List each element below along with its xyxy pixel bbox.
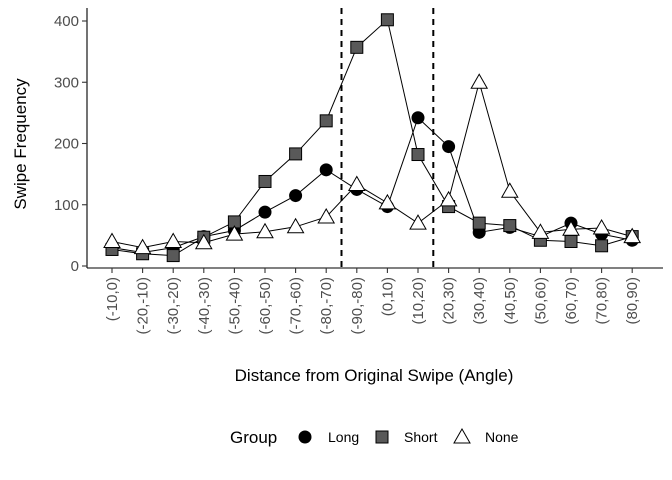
x-tick-label: (10,20) [410, 277, 427, 325]
series-line-none [111, 80, 633, 249]
x-tick-label: (-60,-50) [257, 277, 274, 335]
data-point-none [133, 238, 152, 255]
legend-label-none: None [485, 429, 519, 445]
data-point-long [411, 111, 425, 125]
y-tick-label: 100 [54, 197, 79, 214]
x-tick-label: (30,40) [471, 277, 488, 325]
data-point-none [317, 207, 336, 224]
data-point-none [225, 225, 244, 241]
data-point-short [503, 219, 517, 233]
data-point-none [409, 214, 427, 230]
x-tick-label: (-20,-10) [135, 277, 152, 335]
data-point-short [564, 235, 578, 248]
legend-title: Group [230, 428, 277, 447]
x-tick-label: (50,60) [532, 277, 549, 325]
legend-key-long [298, 430, 312, 444]
legend-label-long: Long [328, 429, 359, 445]
data-point-short [289, 147, 303, 161]
x-tick-label: (0,10) [379, 277, 396, 316]
data-point-none [194, 233, 213, 250]
data-point-long [442, 140, 456, 154]
legend: Group Long Short None [230, 427, 519, 447]
legend-label-short: Short [404, 429, 438, 445]
data-point-long [319, 163, 333, 177]
data-point-none [286, 217, 305, 234]
x-tick-label: (60,70) [563, 277, 580, 325]
x-tick-label: (-30,-20) [165, 277, 182, 335]
y-tick-label: 0 [71, 258, 79, 275]
data-point-none [500, 182, 519, 198]
x-tick-label: (40,50) [502, 277, 519, 325]
data-point-none [623, 227, 642, 244]
x-tick-label: (20,30) [441, 277, 458, 325]
data-point-none [439, 190, 458, 207]
data-point-short [595, 239, 609, 253]
data-point-short [350, 40, 364, 54]
x-tick-label: (-90,-80) [349, 277, 366, 335]
data-point-none [562, 220, 580, 236]
x-tick-label: (-10,0) [104, 277, 121, 321]
series-line-short [111, 18, 633, 257]
x-tick-label: (70,80) [594, 277, 611, 325]
data-point-none [256, 222, 274, 239]
x-tick-label: (-70,-60) [288, 277, 305, 335]
data-point-none [378, 193, 397, 210]
data-point-short [380, 13, 394, 27]
data-point-none [531, 223, 550, 239]
data-point-short [166, 249, 180, 263]
legend-key-short [375, 430, 389, 444]
x-tick-label: (-80,-70) [318, 277, 335, 335]
data-point-short [472, 216, 486, 230]
data-point-none [164, 232, 183, 248]
x-tick-label: (-40,-30) [196, 277, 213, 335]
data-point-long [289, 189, 303, 203]
data-point-none [347, 175, 366, 192]
data-point-short [258, 174, 272, 188]
legend-key-none [453, 427, 471, 444]
data-point-none [103, 232, 121, 248]
y-tick-label: 200 [54, 136, 79, 153]
data-point-long [258, 205, 272, 219]
data-point-none [592, 219, 611, 235]
data-point-short [411, 148, 425, 162]
x-tick-label: (80,90) [624, 277, 641, 325]
y-tick-label: 400 [54, 13, 79, 30]
y-tick-label: 300 [54, 74, 79, 91]
x-axis-title: Distance from Original Swipe (Angle) [235, 366, 514, 385]
data-point-none [470, 73, 489, 89]
x-tick-label: (-50,-40) [226, 277, 243, 335]
series-line-long [111, 116, 633, 254]
data-point-short [319, 114, 333, 128]
y-axis-title: Swipe Frequency [11, 78, 30, 210]
